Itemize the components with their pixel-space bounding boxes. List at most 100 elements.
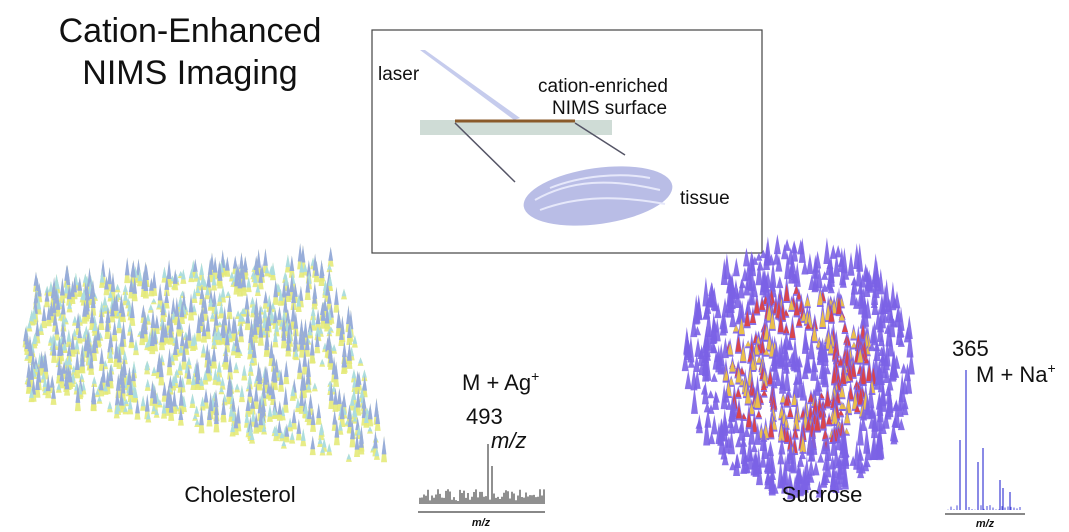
spike: [127, 322, 133, 332]
spike: [322, 297, 328, 311]
ion-label: M + Ag+: [462, 368, 539, 395]
spike: [99, 270, 105, 283]
spike: [167, 348, 172, 368]
spike: [354, 432, 360, 450]
spike: [749, 311, 756, 323]
spike: [356, 425, 362, 436]
spike: [183, 331, 189, 338]
spike: [346, 453, 352, 460]
spike: [51, 295, 57, 314]
spike: [754, 422, 762, 445]
spike: [687, 335, 695, 363]
spike: [124, 257, 130, 276]
spike: [264, 265, 270, 274]
spike: [252, 316, 258, 335]
spike: [196, 313, 202, 334]
spike: [220, 376, 225, 386]
spike: [75, 312, 81, 329]
spike: [235, 310, 241, 317]
spike: [753, 298, 760, 314]
spike: [291, 408, 297, 424]
spike: [793, 412, 800, 430]
spike: [336, 388, 342, 405]
spike: [83, 336, 89, 352]
spike: [269, 318, 275, 324]
spike: [293, 327, 298, 345]
spike: [812, 399, 819, 415]
spike: [226, 379, 232, 397]
spike: [346, 305, 351, 325]
spike: [327, 264, 332, 270]
spike: [207, 404, 212, 421]
surface-label: NIMS surface: [552, 98, 667, 119]
spike: [777, 448, 785, 465]
spike: [782, 359, 790, 374]
spike: [52, 335, 57, 346]
spike: [129, 299, 135, 318]
spike: [213, 389, 219, 408]
spike: [729, 360, 736, 372]
spike: [328, 381, 334, 401]
spike: [787, 407, 794, 418]
sucrose-image: [681, 234, 915, 500]
spike: [327, 274, 333, 287]
peak-annotation: m/z: [491, 428, 526, 453]
spike: [89, 307, 95, 324]
leader-line: [574, 122, 626, 156]
spike: [806, 253, 814, 274]
spike: [109, 302, 115, 317]
spike: [178, 374, 183, 388]
spike: [349, 394, 355, 406]
spike: [793, 301, 800, 316]
spike: [733, 453, 741, 477]
cholesterol-image: [22, 243, 388, 463]
spike: [285, 281, 291, 296]
laser-label: laser: [378, 64, 420, 85]
spike: [811, 279, 819, 293]
spike: [281, 322, 287, 341]
spike: [91, 388, 97, 405]
spike: [887, 332, 895, 357]
spike: [56, 382, 62, 390]
spike: [870, 431, 878, 461]
spike: [352, 335, 358, 344]
spike: [270, 262, 276, 275]
ion-base: M + Ag: [462, 370, 531, 395]
spike: [48, 301, 54, 317]
spike: [183, 334, 189, 349]
spike: [754, 389, 761, 408]
spike: [74, 350, 80, 370]
spike: [77, 325, 83, 339]
spike: [263, 248, 268, 266]
spike: [760, 382, 767, 390]
spike: [156, 357, 162, 373]
spike: [41, 304, 47, 322]
spike: [179, 301, 185, 318]
spike: [712, 390, 720, 410]
spike: [83, 325, 89, 335]
spike: [115, 373, 121, 391]
spike: [361, 400, 367, 419]
spike: [695, 414, 703, 434]
spike: [207, 257, 213, 275]
spike: [866, 364, 873, 382]
spike: [157, 399, 163, 406]
spike: [72, 315, 78, 323]
spike: [222, 306, 228, 326]
spike: [808, 437, 816, 462]
spike: [194, 419, 200, 425]
spike: [168, 321, 173, 338]
spike: [367, 426, 373, 432]
title-line: Cation-Enhanced: [59, 12, 322, 50]
spike: [788, 255, 796, 284]
spike: [48, 281, 54, 292]
spike: [131, 366, 136, 382]
spike: [857, 387, 864, 405]
spike: [122, 284, 128, 292]
spike: [117, 347, 122, 363]
spike: [295, 397, 301, 408]
spike: [164, 290, 169, 304]
spike: [52, 311, 58, 326]
spike: [257, 304, 263, 325]
glass-slide: [420, 120, 612, 135]
